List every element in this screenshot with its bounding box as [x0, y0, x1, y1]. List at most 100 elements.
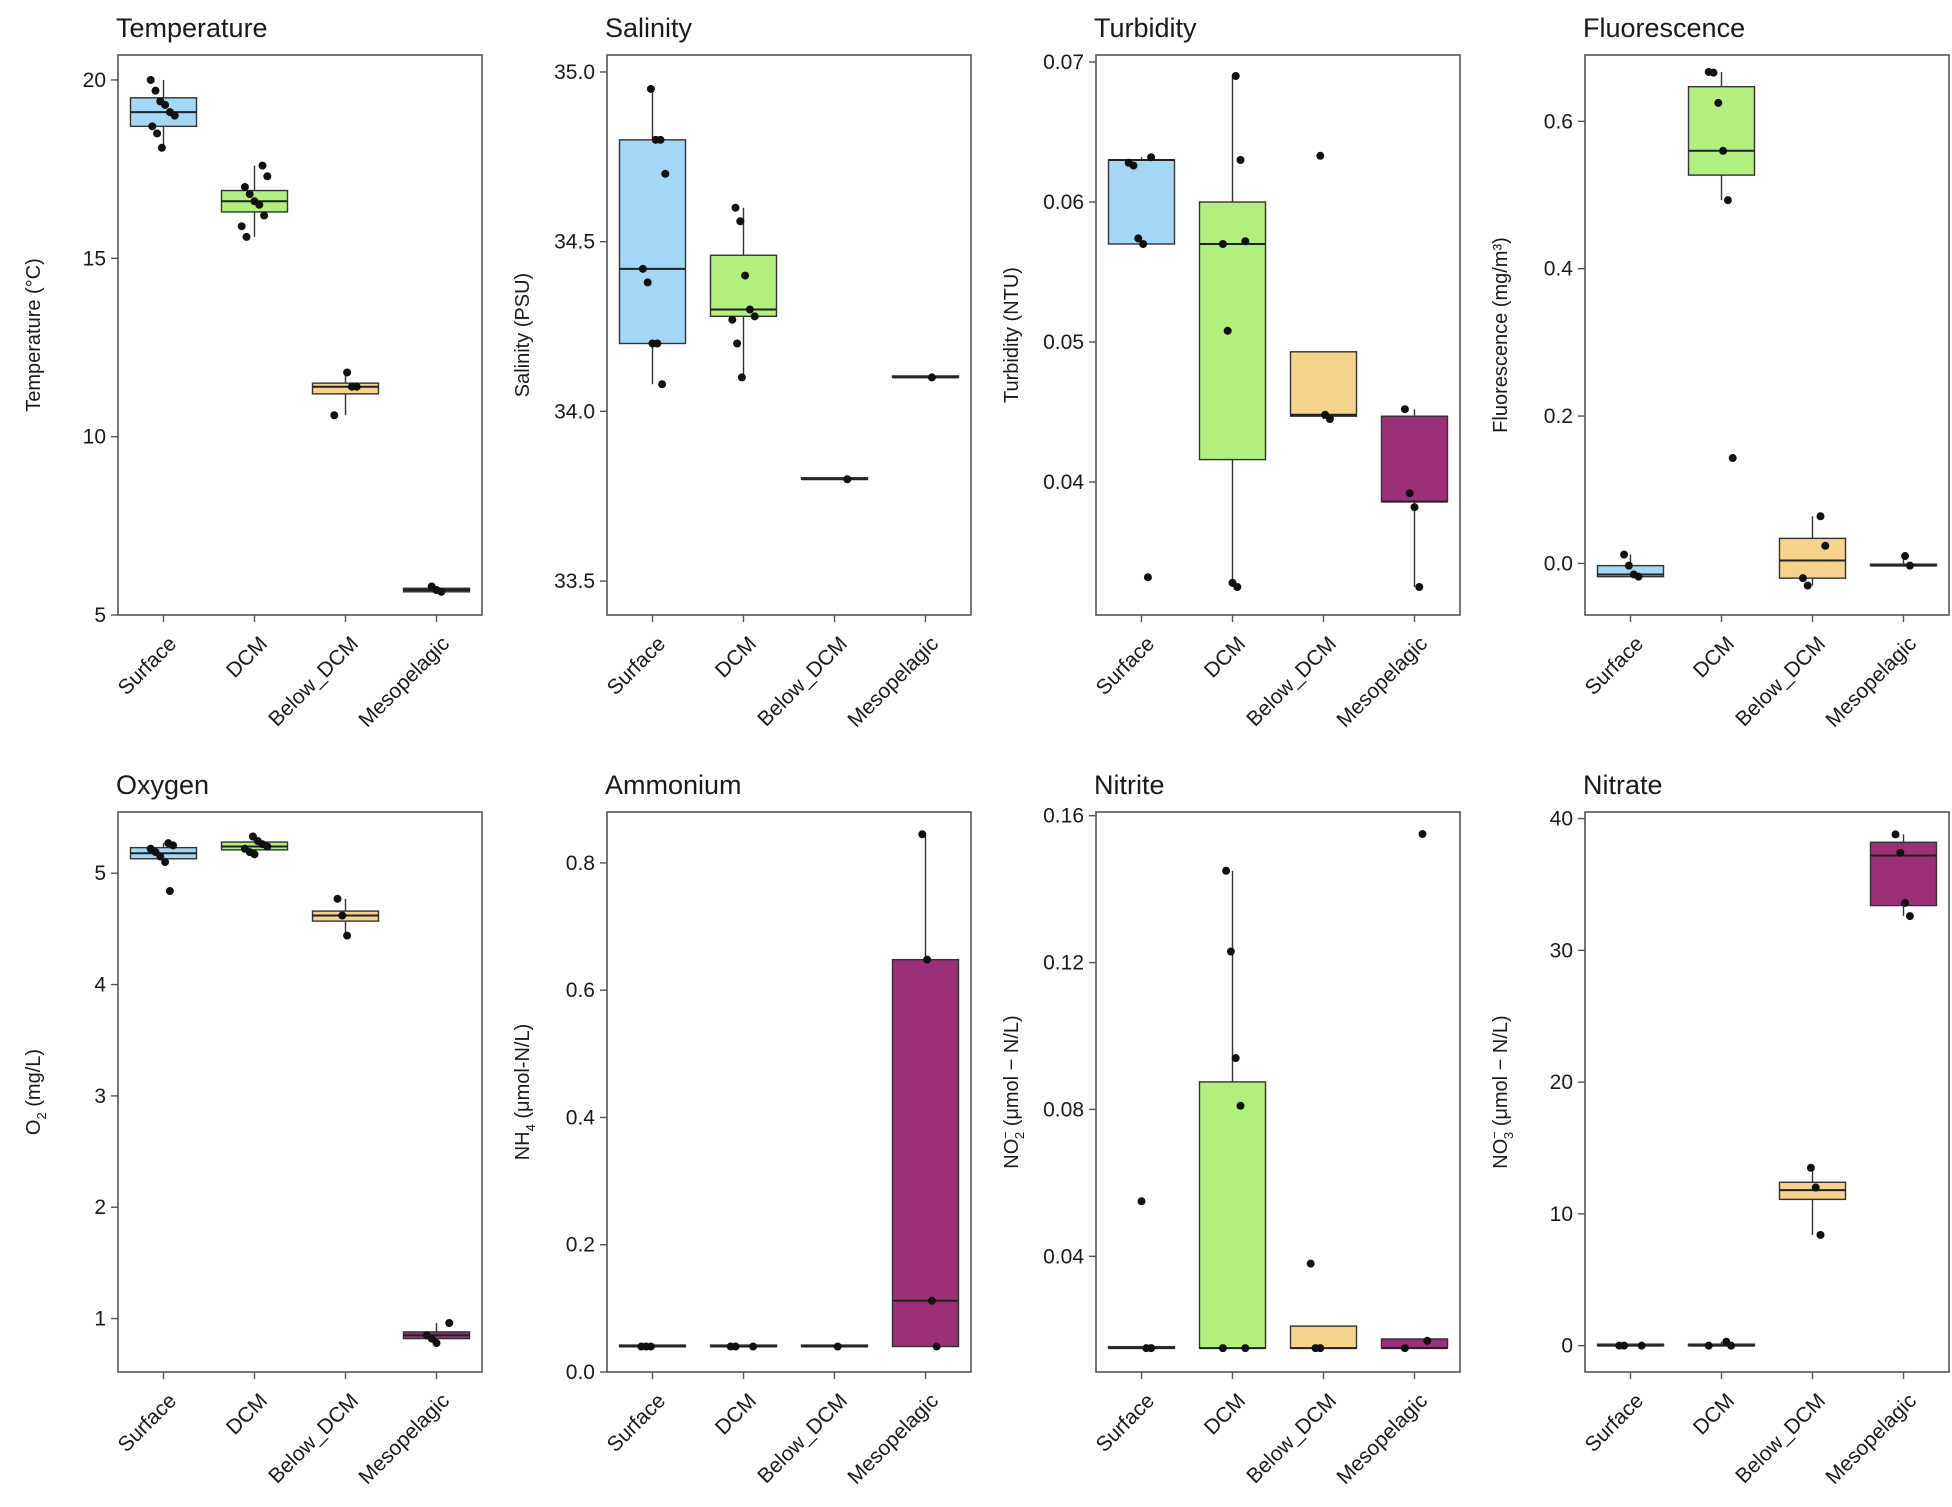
y-tick-label: 0.04 [1043, 471, 1084, 494]
y-tick-label: 33.5 [554, 570, 595, 593]
box-surface [618, 84, 687, 389]
panel-temperature: Temperature 5 10 15 20 Temperature (°C) Surfac… [23, 13, 483, 732]
box-mesopelagic [1380, 830, 1449, 1353]
panel-salinity: Salinity 33.5 34.0 34.5 35.0 Salinity (PSU) Su… [512, 13, 972, 732]
data-point [1891, 830, 1900, 839]
data-point [161, 858, 170, 867]
iqr-box [1687, 85, 1756, 176]
panel-title: Nitrite [1094, 770, 1165, 800]
y-label-sub: 3 [1501, 1132, 1516, 1139]
y-label-rest: (μmol − N/L) [1490, 1015, 1512, 1132]
data-point [432, 1339, 441, 1348]
box-surface [618, 1342, 687, 1351]
y-label-sub: 2 [34, 1112, 49, 1119]
box-mesopelagic [1380, 405, 1449, 591]
x-tick-label: Mesopelagic [1332, 1389, 1432, 1489]
box-surface [129, 839, 198, 896]
x-tick-label: Below_DCM [264, 1389, 363, 1488]
box-dcm [1687, 1337, 1756, 1350]
y-tick-label: 15 [83, 247, 106, 270]
panel-title: Temperature [116, 13, 268, 43]
y-label-sup: − [1487, 1131, 1502, 1139]
data-point [157, 143, 166, 152]
data-point [728, 315, 737, 324]
y-tick-label: 0.0 [1544, 552, 1573, 575]
box-dcm [1687, 67, 1756, 463]
iqr-box [618, 139, 687, 345]
panel-fluorescence: Fluorescence 0.0 0.2 0.4 0.6 Fluorescence (mg… [1490, 13, 1950, 732]
y-tick-label: 1 [94, 1308, 106, 1331]
data-point [1147, 153, 1156, 162]
data-point [1231, 1054, 1240, 1063]
data-point [146, 75, 155, 84]
data-point [170, 111, 179, 120]
data-point [1423, 1336, 1432, 1345]
data-point [1410, 503, 1419, 512]
box-below_dcm [311, 894, 380, 940]
data-point [165, 887, 174, 896]
y-tick-label: 0.4 [1544, 258, 1574, 281]
data-point [1226, 947, 1235, 956]
data-point [1620, 550, 1629, 559]
data-point [1803, 581, 1812, 590]
x-tick-label: Below_DCM [1731, 1389, 1830, 1488]
box-surface [1596, 550, 1665, 581]
y-label-main: O [23, 1120, 45, 1136]
data-point [263, 172, 272, 181]
data-point [1306, 1259, 1315, 1268]
x-tick-label: DCM [1200, 632, 1250, 682]
x-tick-label: Mesopelagic [1332, 632, 1432, 732]
box-below_dcm [1778, 1163, 1847, 1239]
data-point [1637, 1341, 1646, 1350]
data-point [1723, 196, 1732, 205]
y-axis-label: O2 (mg/L) [23, 1049, 49, 1135]
plot-frame [1584, 54, 1950, 616]
y-tick-label: 0.07 [1043, 51, 1084, 74]
y-tick-label: 0.2 [566, 1234, 595, 1257]
y-tick-label: 10 [1550, 1203, 1573, 1226]
box-mesopelagic [402, 1319, 471, 1348]
data-point [1704, 1341, 1713, 1350]
panel-title: Salinity [605, 13, 693, 43]
box-mesopelagic [891, 830, 960, 1351]
box-mesopelagic [891, 373, 960, 382]
x-tick-label: Mesopelagic [843, 632, 943, 732]
data-point [1400, 405, 1409, 414]
box-mesopelagic [402, 582, 471, 596]
data-point [242, 232, 251, 241]
y-tick-label: 0.2 [1544, 405, 1573, 428]
box-mesopelagic [1869, 830, 1938, 921]
box-below_dcm [311, 368, 380, 420]
data-point [1905, 561, 1914, 570]
data-point [1129, 161, 1138, 170]
panel-ammonium: Ammonium 0.0 0.2 0.4 0.6 0.8 NH4 (μmol-N/L) Sur… [512, 770, 972, 1489]
y-tick-label: 3 [94, 1085, 106, 1108]
data-point [151, 86, 160, 95]
x-tick-label: DCM [1689, 1389, 1739, 1439]
x-tick-label: DCM [1200, 1389, 1250, 1439]
data-point [255, 200, 264, 209]
panel-title: Oxygen [116, 770, 209, 800]
y-axis-label: NO−2 (μmol − N/L) [998, 1015, 1027, 1168]
data-point [1727, 1341, 1736, 1350]
y-tick-label: 0.16 [1043, 805, 1084, 828]
x-tick-label: Below_DCM [1731, 632, 1830, 731]
box-dcm [709, 203, 778, 382]
x-tick-label: DCM [711, 1389, 761, 1439]
y-tick-label: 34.0 [554, 400, 595, 423]
panel-turbidity: Turbidity 0.04 0.05 0.06 0.07 Turbidity (NTU)… [1001, 13, 1461, 732]
y-tick-label: 0.05 [1043, 331, 1084, 354]
box-mesopelagic [1869, 552, 1938, 570]
y-label-rest: (μmol-N/L) [512, 1024, 534, 1124]
y-tick-label: 5 [94, 604, 106, 627]
data-point [736, 217, 745, 226]
data-point [1405, 489, 1414, 498]
data-point [1400, 1344, 1409, 1353]
y-label-main: NH [512, 1131, 534, 1160]
box-dcm [220, 161, 289, 241]
y-label-main: NO [1001, 1139, 1023, 1169]
y-tick-label: 10 [83, 426, 106, 449]
data-point [156, 852, 165, 861]
